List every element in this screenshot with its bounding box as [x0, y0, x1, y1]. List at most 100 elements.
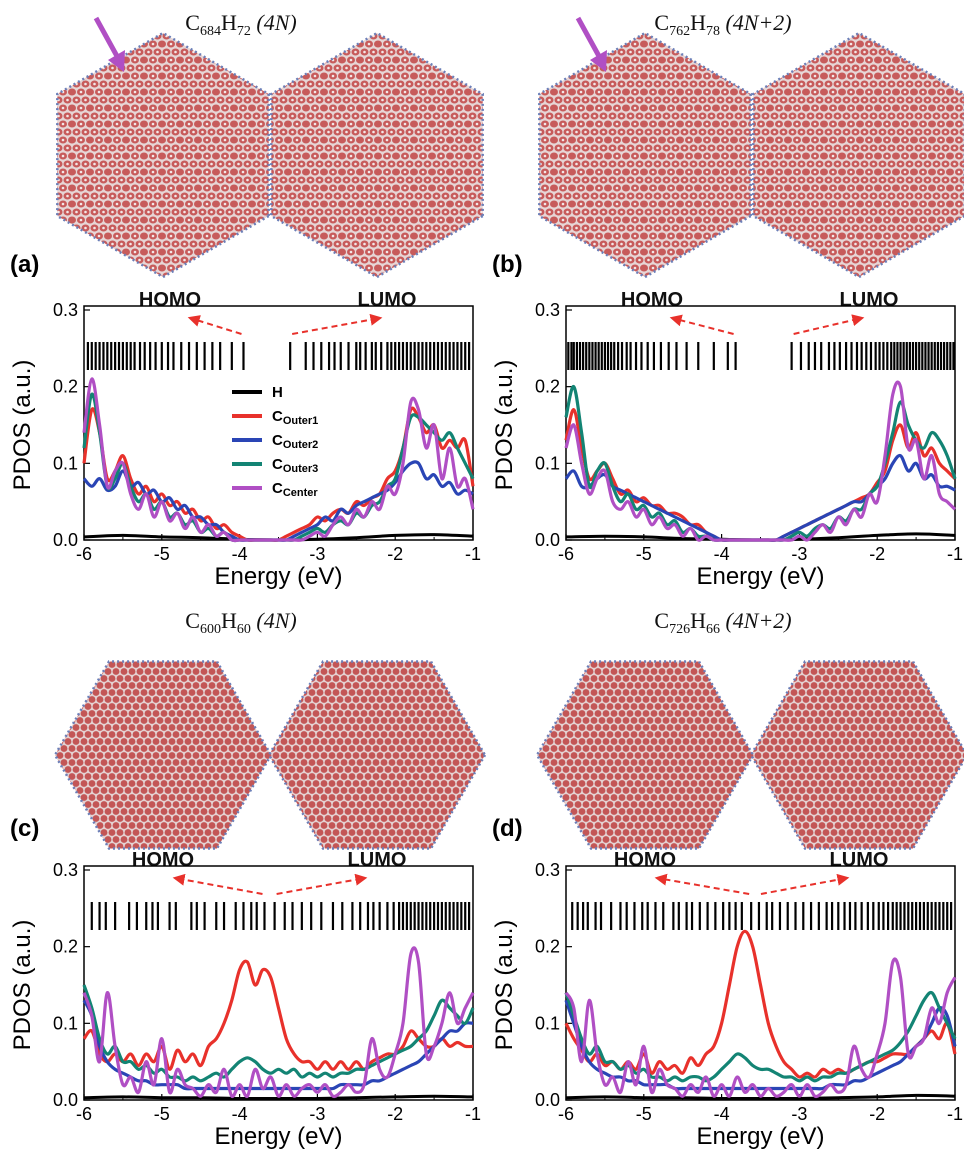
panel-c: C600H60 (4N) (c) HOMO LUMO -6 -5 -4 -3 -2 -1 0.0 0.…	[9, 608, 487, 1150]
homo-molecule-image	[53, 660, 273, 850]
panel-letter: (d)	[492, 815, 523, 842]
x-axis-label: Energy (eV)	[696, 1123, 824, 1150]
x-tick-label: -5	[154, 544, 170, 564]
x-tick-label: -3	[791, 544, 807, 564]
panel-letter: (b)	[492, 251, 523, 278]
y-tick-label: 0.0	[535, 530, 560, 550]
series-line-COuter3	[564, 990, 957, 1083]
homo-label: HOMO	[132, 849, 194, 871]
x-tick-label: -2	[387, 544, 403, 564]
y-tick-label: 0.1	[535, 1013, 560, 1033]
lumo-label: LUMO	[840, 289, 899, 311]
lumo-molecule-image	[752, 31, 964, 279]
legend-label: CCenter	[272, 480, 318, 499]
x-tick-label: -1	[465, 1104, 481, 1124]
homo-dashed-arrow	[669, 314, 734, 335]
x-tick-label: -6	[76, 544, 92, 564]
series-line-CCenter	[564, 957, 957, 1099]
series-line-H	[83, 1094, 474, 1101]
panel-letter: (c)	[10, 815, 39, 842]
pointer-arrow	[575, 16, 603, 60]
y-tick-label: 0.3	[535, 860, 560, 880]
series-line-H	[565, 1093, 956, 1101]
y-axis-label: PDOS (a.u.)	[491, 920, 518, 1051]
x-tick-label: -3	[309, 1104, 325, 1124]
x-axis-label: Energy (eV)	[214, 1123, 342, 1150]
x-tick-label: -6	[558, 1104, 574, 1124]
panel-letter: (a)	[10, 251, 39, 278]
x-tick-label: -6	[76, 1104, 92, 1124]
y-tick-label: 0.0	[53, 1090, 78, 1110]
x-tick-label: -2	[869, 1104, 885, 1124]
x-tick-label: -4	[232, 544, 248, 564]
x-tick-label: -1	[947, 1104, 963, 1124]
y-tick-label: 0.2	[535, 377, 560, 397]
legend-label: COuter2	[272, 432, 318, 451]
y-axis-label: PDOS (a.u.)	[491, 360, 518, 491]
legend-label: COuter3	[272, 456, 318, 475]
y-tick-label: 0.1	[53, 453, 78, 473]
x-tick-label: -3	[309, 544, 325, 564]
x-tick-label: -2	[869, 544, 885, 564]
series-line-COuter2	[564, 999, 957, 1091]
series-line-COuter1	[82, 959, 474, 1071]
series-line-CCenter	[564, 380, 957, 542]
x-tick-label: -5	[636, 544, 652, 564]
panel-b: C762H78 (4N+2) (b) HOMO LUMO -6 -5 -4 -3 -2 -1 0.0…	[491, 10, 964, 590]
lumo-label: LUMO	[358, 289, 417, 311]
y-axis-label: PDOS (a.u.)	[9, 920, 36, 1051]
panel-a: C684H72 (4N) (a) HOMO LUMO -6 -5 -4 -3 -2 -1 0.0 0.…	[9, 10, 484, 590]
homo-label: HOMO	[614, 849, 676, 871]
x-tick-label: -4	[714, 1104, 730, 1124]
series-line-COuter1	[564, 408, 957, 542]
legend-label: H	[272, 384, 283, 401]
x-tick-label: -3	[791, 1104, 807, 1124]
y-tick-label: 0.2	[535, 937, 560, 957]
series-line-CCenter	[82, 946, 475, 1099]
homo-dashed-arrow	[187, 315, 242, 335]
homo-label: HOMO	[139, 289, 201, 311]
panel-title: C762H78 (4N+2)	[654, 10, 791, 39]
y-tick-label: 0.1	[535, 453, 560, 473]
legend-label: COuter1	[272, 408, 318, 427]
homo-label: HOMO	[621, 289, 683, 311]
panel-title: C726H66 (4N+2)	[654, 608, 791, 637]
lumo-dashed-arrow	[760, 873, 850, 895]
x-axis-label: Energy (eV)	[696, 563, 824, 590]
homo-molecule-image	[535, 660, 755, 850]
homo-dashed-arrow	[172, 873, 263, 895]
lumo-dashed-arrow	[291, 313, 383, 335]
x-tick-label: -1	[465, 544, 481, 564]
lumo-molecule-image	[749, 660, 964, 850]
pointer-arrow-head	[590, 50, 607, 72]
x-tick-label: -6	[558, 544, 574, 564]
series-line-COuter1	[564, 929, 957, 1079]
homo-molecule-image	[56, 31, 270, 279]
x-tick-label: -1	[947, 544, 963, 564]
series-line-CCenter	[82, 377, 475, 543]
y-tick-label: 0.2	[53, 937, 78, 957]
lumo-dashed-arrow	[276, 873, 368, 895]
y-tick-label: 0.1	[53, 1013, 78, 1033]
lumo-molecule-image	[270, 31, 484, 279]
homo-dashed-arrow	[654, 873, 750, 895]
y-tick-label: 0.2	[53, 377, 78, 397]
series-line-COuter1	[82, 406, 475, 542]
lumo-molecule-image	[267, 660, 487, 850]
x-tick-label: -2	[387, 1104, 403, 1124]
y-axis-label: PDOS (a.u.)	[9, 360, 36, 491]
x-tick-label: -4	[232, 1104, 248, 1124]
y-tick-label: 0.3	[53, 860, 78, 880]
panel-d: C726H66 (4N+2) (d) HOMO LUMO -6 -5 -4 -3 -2 -1 0.0…	[491, 608, 964, 1150]
x-tick-label: -5	[636, 1104, 652, 1124]
lumo-label: LUMO	[830, 849, 889, 871]
panel-title: C600H60 (4N)	[185, 608, 296, 637]
x-tick-label: -4	[714, 544, 730, 564]
y-tick-label: 0.0	[535, 1090, 560, 1110]
lumo-label: LUMO	[348, 849, 407, 871]
x-tick-label: -5	[154, 1104, 170, 1124]
panel-title: C684H72 (4N)	[185, 10, 296, 39]
homo-molecule-image	[538, 31, 752, 279]
pointer-arrow-head	[108, 50, 125, 72]
